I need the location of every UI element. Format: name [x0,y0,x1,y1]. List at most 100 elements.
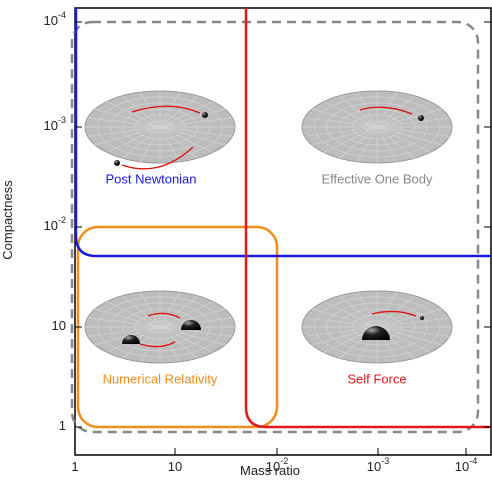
disk-spoke [304,326,378,337]
disk-spoke [159,126,226,146]
disk-spoke [376,292,397,328]
disk-spoke [159,126,180,162]
disk-spoke [87,126,161,137]
y-tick-label-base: 1 [59,418,66,433]
disk-spoke [159,295,198,328]
y-tick-label-base: 10 [52,318,66,333]
y-tick-label-base: 10 [44,118,58,133]
disk-spoke [106,126,161,153]
region-label: Self Force [347,371,406,386]
plot-frame [74,7,492,456]
disk-spoke [376,317,450,328]
y-tick-label-exp: -2 [58,215,66,225]
disk-spoke [323,301,378,328]
disk-spoke [122,326,161,359]
disk-spoke [376,126,450,137]
x-axis-title: Mass ratio [240,463,300,478]
x-tick-label-base: 10 [455,459,469,474]
disk-spoke [159,292,180,328]
disk-spoke [376,126,397,162]
region-label: Numerical Relativity [103,371,218,386]
disk-spoke [94,126,161,146]
disk-spoke [159,95,198,128]
x-tick-label-exp: -4 [469,456,477,466]
disk-spoke [376,126,431,153]
disk-spoke [304,317,378,328]
pn-boundary [74,8,491,258]
black-hole [362,326,390,340]
disk-spoke [304,117,378,128]
black-hole [114,160,120,166]
black-hole [181,320,201,330]
black-hole [418,115,424,121]
black-hole [202,112,208,118]
y-tick-label-base: 10 [44,13,58,28]
disk-spoke [339,295,378,328]
x-tick-label-exp: -2 [280,456,288,466]
eob-boundary [70,20,480,434]
disks [84,90,453,364]
disk-spoke [94,108,161,128]
x-tick-label-base: 10 [367,459,381,474]
disk-spoke [311,108,378,128]
disk-spoke [140,292,161,328]
disk-spoke [311,308,378,328]
disk-spoke [323,101,378,128]
disk-spoke [159,308,226,328]
region-label: Effective One Body [321,171,433,186]
disk-spoke [357,126,378,162]
y-tick-label-base: 10 [44,218,58,233]
x-tick-label-base: 10 [266,459,280,474]
disk-spoke [357,292,378,328]
orbit-arrow [121,146,194,170]
y-tick-label: 10-2 [44,215,66,233]
disk-spoke [357,92,378,128]
x-tick-label-exp: -3 [381,456,389,466]
x-tick-label: 1 [71,459,78,474]
disk-spoke [159,326,233,337]
x-tick-label: 10-4 [455,456,477,474]
orbit-arrow [359,106,413,115]
disk-spoke [122,126,161,159]
x-tick-label: 10-3 [367,456,389,474]
black-hole [122,335,140,344]
x-tick-label-base: 10 [168,459,182,474]
disk-spoke [159,108,226,128]
y-tick-label: 1 [59,418,66,433]
disk-spoke [159,92,180,128]
y-axis-title: Compactness [0,180,15,260]
disk-spoke [376,101,431,128]
disk-spoke [159,126,198,159]
disk-spoke [311,326,378,346]
disk-spoke [376,117,450,128]
y-tick-label-exp: -3 [58,115,66,125]
disk-spoke [87,117,161,128]
disk-spoke [140,92,161,128]
x-tick-label-base: 1 [71,459,78,474]
disk-spoke [339,95,378,128]
disk-spoke [87,326,161,337]
black-hole [420,316,424,320]
disk-spoke [159,117,233,128]
disk-spoke [159,326,214,353]
disk-spoke [304,126,378,137]
disk-spoke [376,126,415,159]
orbit-arrow [147,312,181,319]
y-tick-label-exp: -4 [58,10,66,20]
y-tick-label: 10-3 [44,115,66,133]
disk-spoke [376,326,450,337]
disk-spoke [376,126,443,146]
disk-spoke [122,95,161,128]
disk-spoke [159,126,214,153]
sf-boundary [244,8,491,429]
disk-spoke [159,326,226,346]
disk-spoke [122,295,161,328]
disk-spoke [311,126,378,146]
disk-spoke [376,301,431,328]
orbit-arrow [371,310,417,317]
disk-spoke [376,92,397,128]
disk-spoke [87,317,161,328]
disk-spoke [376,308,443,328]
disk-spoke [159,301,214,328]
disk-spoke [159,101,214,128]
